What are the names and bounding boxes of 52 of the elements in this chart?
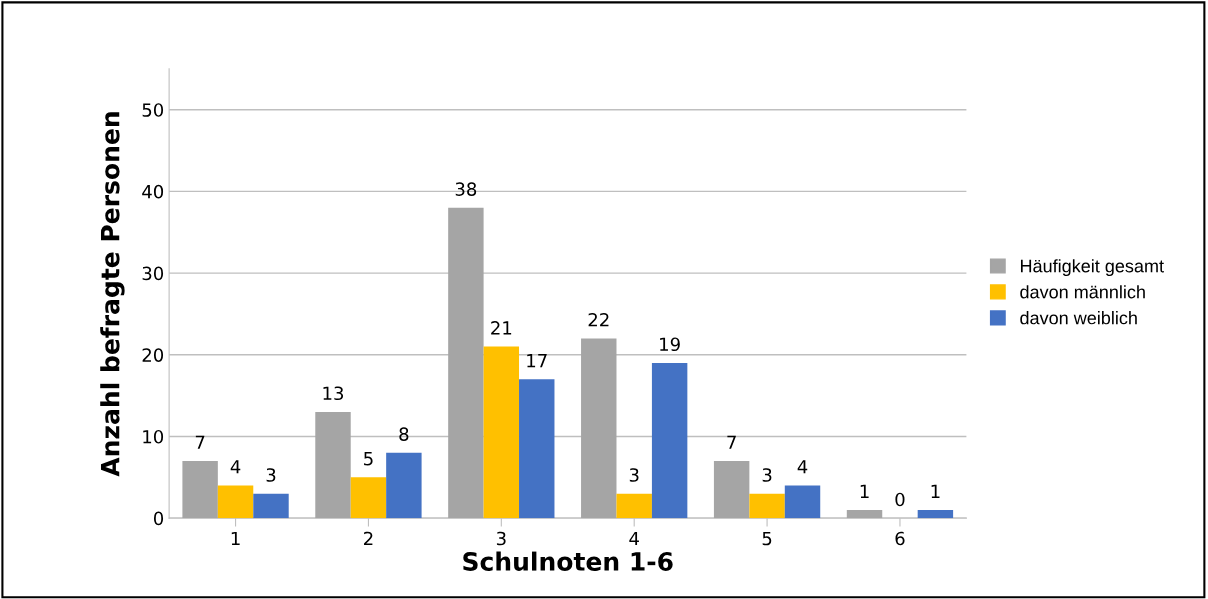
x-tick-label: 3 <box>496 531 506 546</box>
y-tick-label: 50 <box>142 103 164 117</box>
bar <box>519 379 555 519</box>
bar <box>386 452 422 519</box>
data-label: 3 <box>762 468 772 482</box>
data-label: 3 <box>266 468 276 482</box>
data-label: 7 <box>727 435 736 449</box>
x-axis-title: Schulnoten 1-6 <box>463 551 673 571</box>
bar <box>581 338 617 519</box>
data-label: 22 <box>588 312 609 327</box>
x-tick-label: 2 <box>364 531 373 546</box>
bar <box>917 509 954 519</box>
data-label: 0 <box>895 492 905 507</box>
legend-label: davon männlich <box>1020 285 1145 299</box>
legend-label: Häufigkeit gesamt <box>1020 259 1164 277</box>
legend-label: davon weiblich <box>1020 311 1137 325</box>
data-label: 5 <box>364 452 373 466</box>
data-label: 4 <box>230 460 241 474</box>
y-tick-label: 20 <box>142 348 164 362</box>
bar <box>448 207 484 519</box>
bar <box>616 493 652 519</box>
data-label: 1 <box>860 484 869 498</box>
bar <box>784 485 821 519</box>
bar <box>217 485 254 519</box>
bar <box>182 460 218 519</box>
y-tick-label: 40 <box>142 184 164 199</box>
y-axis-title: Anzahl befragte Personen <box>100 112 125 477</box>
x-tick-label: 5 <box>762 531 772 546</box>
x-tick-label: 4 <box>629 531 639 546</box>
bar <box>315 411 351 519</box>
data-label: 7 <box>195 435 205 449</box>
bar <box>350 477 387 519</box>
data-label: 38 <box>455 182 477 196</box>
bar <box>483 346 520 519</box>
data-label: 3 <box>629 468 639 482</box>
y-tick-label: 10 <box>143 429 164 444</box>
bar <box>651 362 688 519</box>
bar <box>846 509 883 519</box>
x-tick-label: 1 <box>231 531 240 546</box>
bar <box>253 493 289 519</box>
y-tick-label: 30 <box>142 266 164 281</box>
data-label: 8 <box>399 427 409 441</box>
data-label: 1 <box>931 484 940 498</box>
x-tick-label: 6 <box>895 531 905 546</box>
data-label: 19 <box>660 337 680 352</box>
bar <box>713 460 750 519</box>
data-label: 17 <box>527 354 547 368</box>
bar <box>749 493 785 519</box>
y-tick-label: 0 <box>153 511 164 526</box>
data-label: 13 <box>323 386 344 401</box>
data-label: 4 <box>797 460 808 474</box>
data-label: 21 <box>491 321 512 335</box>
